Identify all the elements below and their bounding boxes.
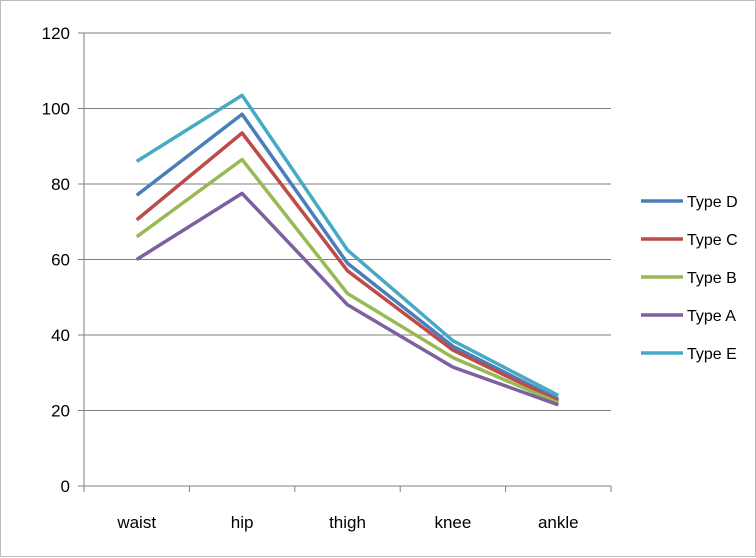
legend-label-type-e: Type E — [687, 346, 737, 363]
x-tick-label-ankle: ankle — [538, 513, 579, 532]
legend-label-type-d: Type D — [687, 194, 738, 211]
series-line-type-e — [135, 93, 560, 397]
legend-label-type-a: Type A — [687, 308, 736, 325]
y-tick-label: 0 — [61, 477, 70, 496]
series-line-type-d — [135, 112, 560, 401]
y-tick-label: 120 — [42, 24, 70, 43]
series-line-type-c — [135, 131, 560, 403]
y-tick-label: 100 — [42, 100, 70, 119]
series-line-type-b — [135, 157, 559, 405]
x-tick-label-knee: knee — [434, 513, 471, 532]
series-lines — [135, 93, 560, 407]
y-tick-label: 20 — [51, 402, 70, 421]
legend-label-type-b: Type B — [687, 270, 737, 287]
legend-label-type-c: Type C — [687, 232, 738, 249]
y-tick-label: 40 — [51, 326, 70, 345]
legend: Type D Type C Type B Type A Type E — [641, 194, 738, 363]
gridlines — [84, 32, 611, 411]
y-tick-label: 60 — [51, 251, 70, 270]
x-tick-label-hip: hip — [231, 513, 254, 532]
x-tick-label-thigh: thigh — [329, 513, 366, 532]
series-line-type-a — [135, 191, 559, 407]
axes: 0 20 40 60 80 100 120 waist hip thigh knee ankle — [42, 24, 612, 532]
y-tick-label: 80 — [51, 175, 70, 194]
x-tick-label-waist: waist — [116, 513, 156, 532]
